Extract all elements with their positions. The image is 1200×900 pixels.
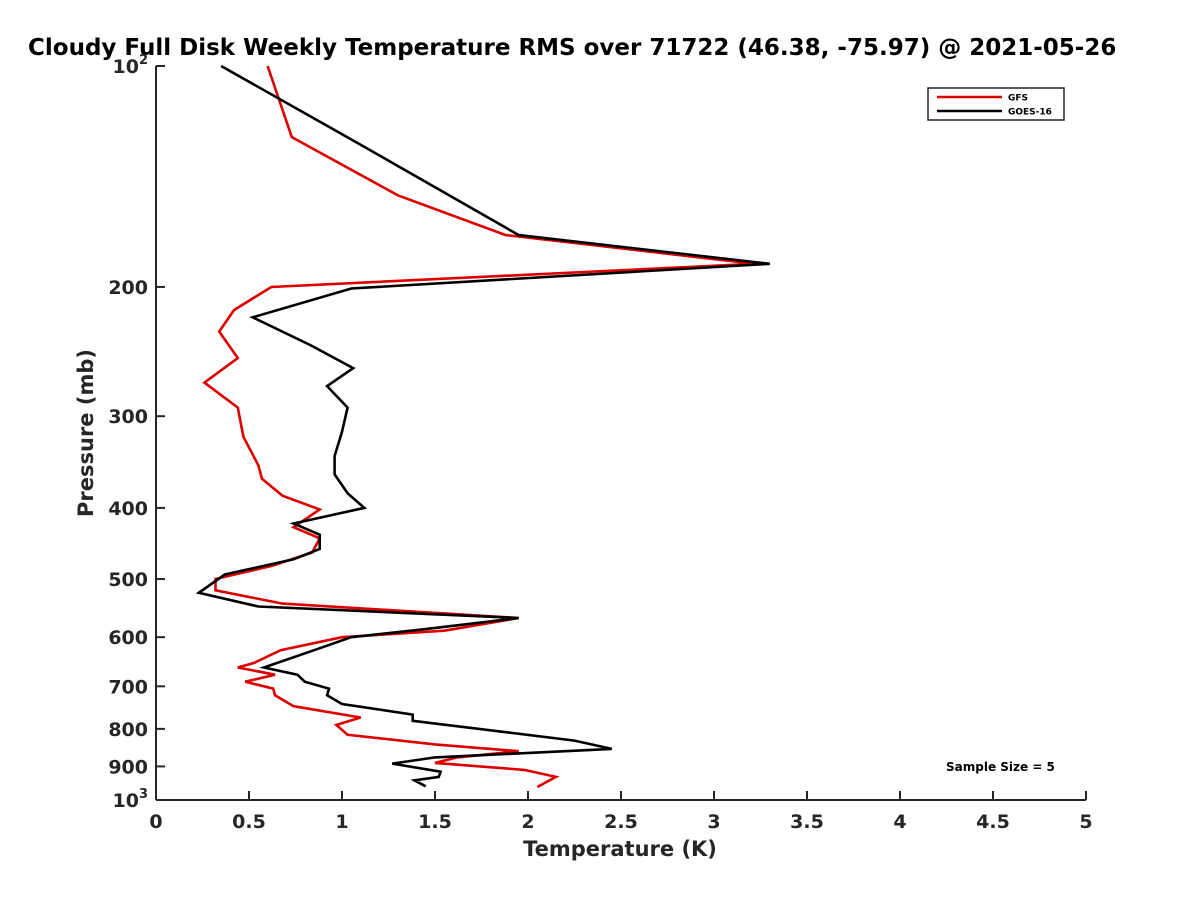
y-tick-label: 200 <box>108 277 148 299</box>
y-tick-label: 103 <box>113 787 149 812</box>
x-tick-label: 0 <box>149 811 162 833</box>
chart-title: Cloudy Full Disk Weekly Temperature RMS … <box>28 35 1116 61</box>
y-tick-label: 600 <box>108 627 148 649</box>
series-line-goes-16 <box>195 64 770 788</box>
x-axis-ticks: 0 0.5 1 1.5 2 2.5 3 3.5 4 4.5 5 <box>149 791 1093 833</box>
sample-size-annotation: Sample Size = 5 <box>946 760 1055 774</box>
y-tick-label: 700 <box>108 676 148 698</box>
x-tick-label: 4.5 <box>976 811 1010 833</box>
series-line-gfs <box>202 65 756 789</box>
y-tick-label: 900 <box>108 756 148 778</box>
x-tick-label: 2.5 <box>604 811 638 833</box>
y-tick-label: 500 <box>108 569 148 591</box>
x-tick-label: 3 <box>707 811 720 833</box>
legend-label-gfs: GFS <box>1008 94 1028 104</box>
y-tick-label: 300 <box>108 406 148 428</box>
y-tick-label: 800 <box>108 719 148 741</box>
x-tick-label: 3.5 <box>790 811 824 833</box>
legend-box <box>927 87 1065 121</box>
y-tick-label: 400 <box>108 498 148 520</box>
legend-label-goes-16: GOES-16 <box>1008 108 1052 118</box>
x-axis-title: Temperature (K) <box>523 837 717 861</box>
x-tick-label: 1.5 <box>418 811 452 833</box>
x-tick-label: 5 <box>1079 811 1092 833</box>
axes-layer <box>155 66 1086 801</box>
y-tick-label: 102 <box>113 53 149 78</box>
series-layer <box>195 64 770 789</box>
x-tick-label: 2 <box>521 811 534 833</box>
y-axis-ticks: 102 200 300 400 500 600 700 800 900 103 <box>108 53 165 812</box>
y-axis-title: Pressure (mb) <box>74 349 98 517</box>
x-tick-label: 0.5 <box>232 811 266 833</box>
chart-legend: GFS GOES-16 <box>927 87 1065 121</box>
x-tick-label: 1 <box>335 811 348 833</box>
x-tick-label: 4 <box>893 811 906 833</box>
